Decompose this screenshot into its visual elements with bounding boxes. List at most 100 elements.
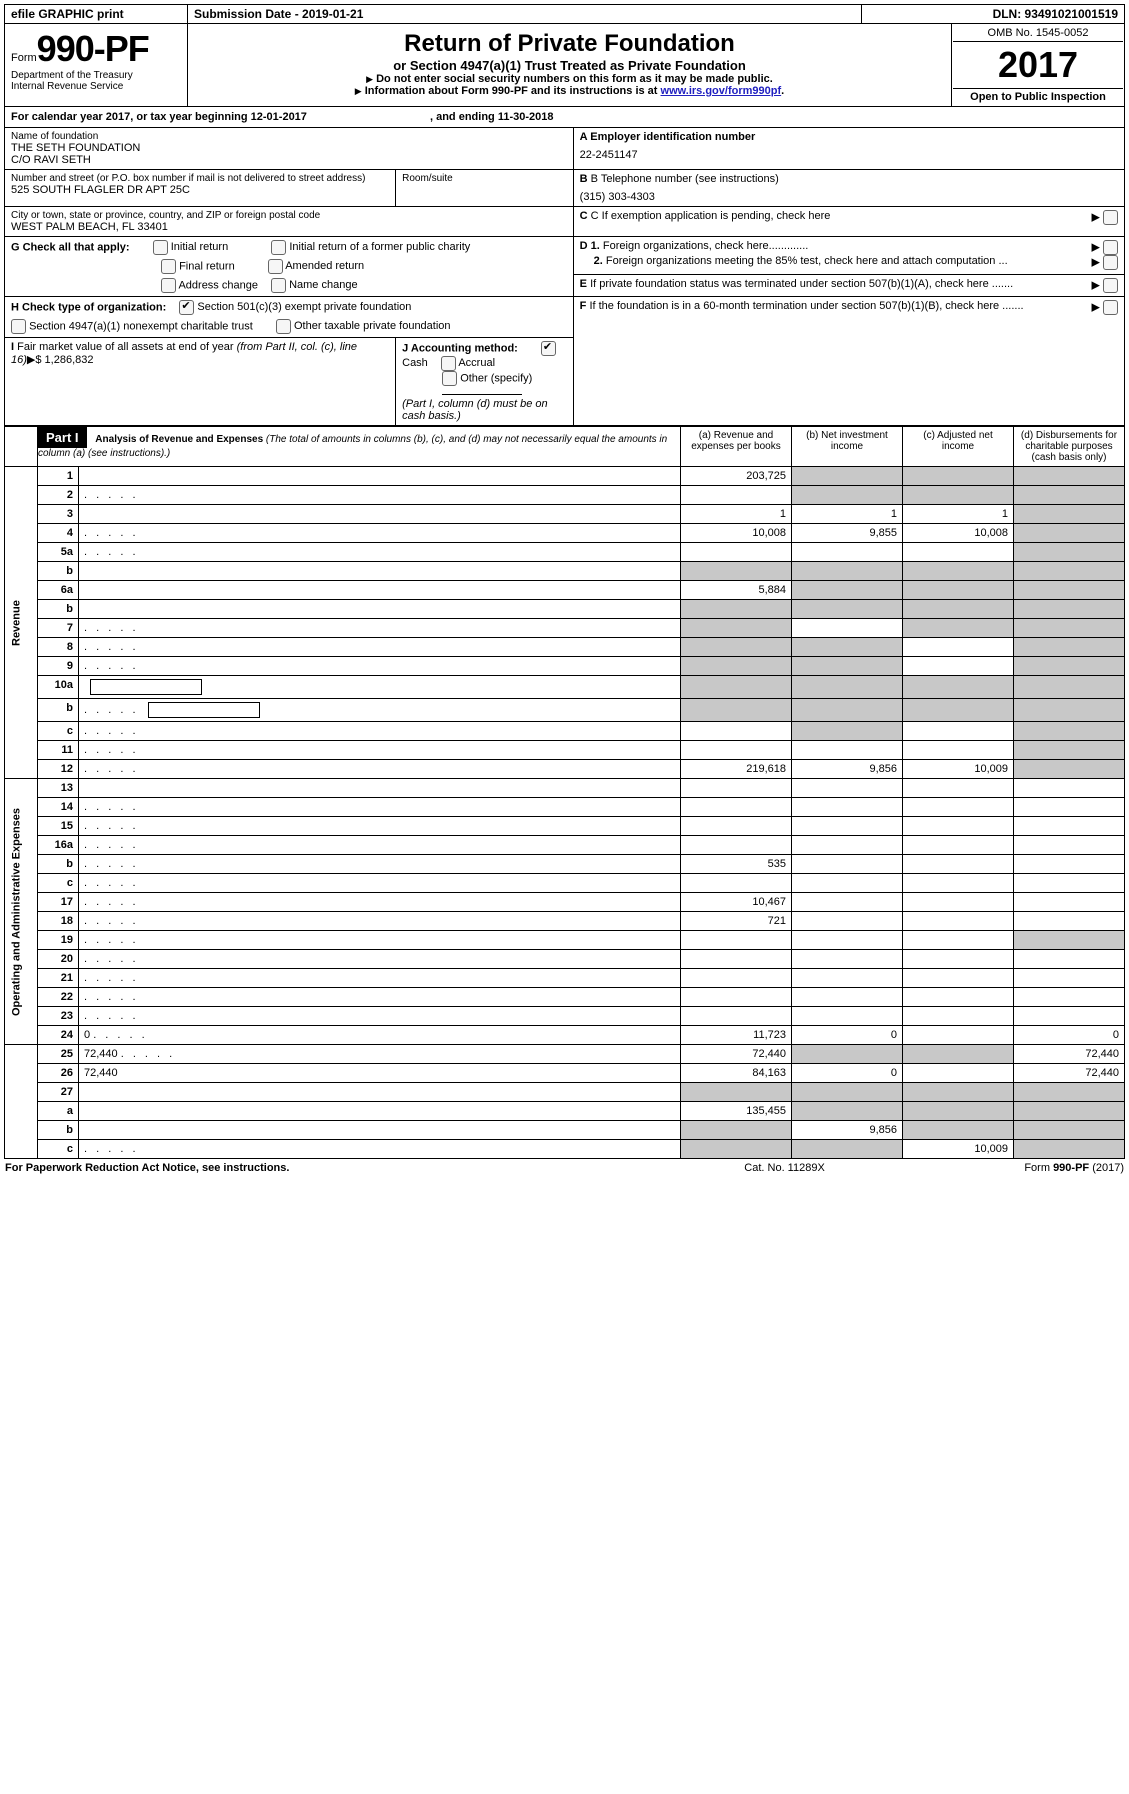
col-c-header: (c) Adjusted net income bbox=[903, 427, 1014, 467]
value-col-a bbox=[681, 1140, 792, 1159]
e-checkbox[interactable] bbox=[1103, 278, 1118, 293]
h-501c3-checkbox[interactable] bbox=[179, 300, 194, 315]
j-other-checkbox[interactable] bbox=[442, 371, 457, 386]
value-col-c bbox=[903, 1045, 1014, 1064]
value-col-c bbox=[903, 600, 1014, 619]
table-row: 27 bbox=[5, 1083, 1125, 1102]
arrow-icon bbox=[355, 85, 365, 97]
h-opt-other: Other taxable private foundation bbox=[294, 320, 451, 332]
col-a-header: (a) Revenue and expenses per books bbox=[681, 427, 792, 467]
value-col-a bbox=[681, 874, 792, 893]
value-col-d bbox=[1014, 798, 1125, 817]
line-number: 5a bbox=[38, 543, 79, 562]
line-number: 2 bbox=[38, 486, 79, 505]
value-col-c bbox=[903, 836, 1014, 855]
d1-checkbox[interactable] bbox=[1103, 240, 1118, 255]
line-number: b bbox=[38, 1121, 79, 1140]
h-other-checkbox[interactable] bbox=[276, 319, 291, 334]
g-opt-amended: Amended return bbox=[285, 260, 364, 272]
value-col-d bbox=[1014, 874, 1125, 893]
table-row: b bbox=[5, 562, 1125, 581]
line-description bbox=[79, 562, 681, 581]
value-col-a bbox=[681, 988, 792, 1007]
c-checkbox[interactable] bbox=[1103, 210, 1118, 225]
value-col-d bbox=[1014, 722, 1125, 741]
value-col-b: 1 bbox=[792, 505, 903, 524]
f-checkbox[interactable] bbox=[1103, 300, 1118, 315]
value-col-c bbox=[903, 741, 1014, 760]
value-col-d bbox=[1014, 699, 1125, 722]
g-amended-checkbox[interactable] bbox=[268, 259, 283, 274]
value-col-c bbox=[903, 467, 1014, 486]
value-col-a: 1 bbox=[681, 505, 792, 524]
table-row: 14 . . . . . bbox=[5, 798, 1125, 817]
value-col-d bbox=[1014, 486, 1125, 505]
line-number: a bbox=[38, 1102, 79, 1121]
line-description: . . . . . bbox=[79, 874, 681, 893]
value-col-d bbox=[1014, 543, 1125, 562]
value-col-b bbox=[792, 931, 903, 950]
table-row: b9,856 bbox=[5, 1121, 1125, 1140]
line-description bbox=[79, 676, 681, 699]
value-col-c bbox=[903, 676, 1014, 699]
table-row: b . . . . . bbox=[5, 699, 1125, 722]
table-row: b bbox=[5, 600, 1125, 619]
instructions-link[interactable]: www.irs.gov/form990pf bbox=[661, 85, 782, 97]
j-opt-accrual: Accrual bbox=[458, 357, 495, 369]
value-col-a: 72,440 bbox=[681, 1045, 792, 1064]
g-name-change-checkbox[interactable] bbox=[271, 278, 286, 293]
d1-label: Foreign organizations, check here.......… bbox=[603, 240, 808, 252]
line-description: . . . . . bbox=[79, 722, 681, 741]
h-4947-checkbox[interactable] bbox=[11, 319, 26, 334]
line-number: 3 bbox=[38, 505, 79, 524]
value-col-b bbox=[792, 874, 903, 893]
line-number: 16a bbox=[38, 836, 79, 855]
instr-ssn: Do not enter social security numbers on … bbox=[376, 73, 773, 85]
value-col-d bbox=[1014, 619, 1125, 638]
line-description: . . . . . bbox=[79, 969, 681, 988]
line-number: 11 bbox=[38, 741, 79, 760]
value-col-a bbox=[681, 779, 792, 798]
value-col-c bbox=[903, 699, 1014, 722]
addr-label: Number and street (or P.O. box number if… bbox=[11, 173, 389, 184]
value-col-b bbox=[792, 581, 903, 600]
value-col-c bbox=[903, 779, 1014, 798]
value-col-b bbox=[792, 836, 903, 855]
value-col-c bbox=[903, 893, 1014, 912]
value-col-c bbox=[903, 817, 1014, 836]
g-initial-return-checkbox[interactable] bbox=[153, 240, 168, 255]
j-accrual-checkbox[interactable] bbox=[441, 356, 456, 371]
table-row: 10a bbox=[5, 676, 1125, 699]
line-description: . . . . . bbox=[79, 836, 681, 855]
table-row: 23 . . . . . bbox=[5, 1007, 1125, 1026]
g-address-change-checkbox[interactable] bbox=[161, 278, 176, 293]
line-description: . . . . . bbox=[79, 638, 681, 657]
tel-label: B B Telephone number (see instructions) bbox=[580, 173, 1118, 185]
line-number: 10a bbox=[38, 676, 79, 699]
value-col-a: 10,008 bbox=[681, 524, 792, 543]
value-col-c bbox=[903, 562, 1014, 581]
j-cash-checkbox[interactable] bbox=[541, 341, 556, 356]
value-col-d bbox=[1014, 931, 1125, 950]
value-col-d bbox=[1014, 505, 1125, 524]
expenses-section-label: Operating and Administrative Expenses bbox=[5, 779, 38, 1045]
g-initial-former-checkbox[interactable] bbox=[271, 240, 286, 255]
line-description: . . . . . bbox=[79, 817, 681, 836]
line-number: 6a bbox=[38, 581, 79, 600]
tel-value: (315) 303-4303 bbox=[580, 191, 1118, 203]
line-description: . . . . . bbox=[79, 855, 681, 874]
line-description bbox=[79, 505, 681, 524]
g-final-checkbox[interactable] bbox=[161, 259, 176, 274]
value-col-d bbox=[1014, 893, 1125, 912]
value-col-b bbox=[792, 467, 903, 486]
value-col-b bbox=[792, 779, 903, 798]
form-subtitle: or Section 4947(a)(1) Trust Treated as P… bbox=[194, 58, 945, 73]
value-col-d bbox=[1014, 855, 1125, 874]
d2-checkbox[interactable] bbox=[1103, 255, 1118, 270]
d2-label: Foreign organizations meeting the 85% te… bbox=[606, 255, 1008, 267]
efile-link[interactable]: efile GRAPHIC print bbox=[5, 5, 188, 24]
line-number: c bbox=[38, 874, 79, 893]
arrow-icon bbox=[366, 73, 376, 85]
line-number: 1 bbox=[38, 467, 79, 486]
value-col-a: 535 bbox=[681, 855, 792, 874]
